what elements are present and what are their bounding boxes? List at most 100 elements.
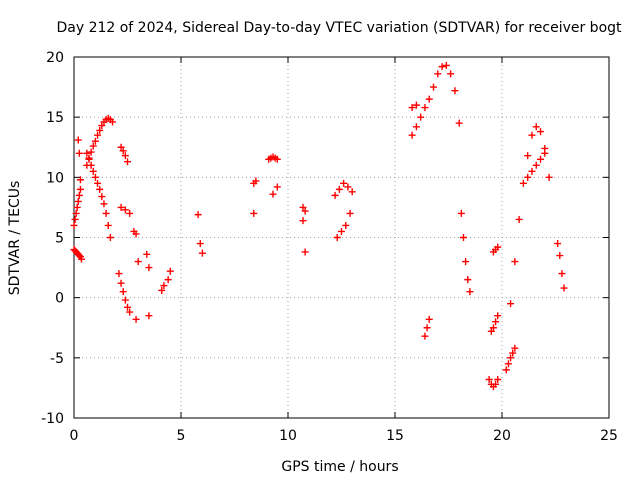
data-point-arc-j [145, 312, 153, 320]
data-point-arc-h [117, 203, 125, 211]
data-point-arc-z [541, 149, 549, 157]
data-point-arc-b [75, 191, 83, 199]
data-point-arc-e [91, 173, 99, 181]
data-point-arc-z [532, 161, 540, 169]
x-tick-label: 5 [177, 428, 186, 444]
y-tick-label: 15 [46, 110, 64, 126]
y-tick-label: 20 [46, 50, 64, 66]
point-layer [70, 61, 568, 391]
data-point-arc-d [109, 118, 117, 126]
data-point-arc-y [511, 258, 519, 266]
data-point-arc-r [434, 70, 442, 78]
chart-title: Day 212 of 2024, Sidereal Day-to-day VTE… [56, 20, 622, 36]
data-point-arc-g [119, 288, 127, 296]
data-point-arc-e [98, 193, 106, 201]
data-point-arc-q [412, 101, 420, 109]
data-point-arc-v [487, 327, 495, 335]
data-point-arc-g [115, 270, 123, 278]
data-point-arc-e [106, 234, 114, 241]
data-point-arc-p [342, 221, 350, 229]
data-point-arc-e [89, 167, 97, 175]
data-point-arc-p [340, 179, 348, 187]
data-point-arc-z [524, 173, 532, 181]
x-axis-label: GPS time / hours [281, 459, 398, 475]
data-point-arc-b [70, 221, 78, 229]
data-point-arc-y [519, 179, 527, 187]
data-point-arc-c [74, 136, 82, 144]
data-point-arc-u [494, 375, 502, 383]
data-point-arc-v [489, 324, 497, 332]
data-point-arc-d [89, 142, 97, 150]
data-point-arc-z [528, 167, 536, 175]
data-point-arc-v [492, 318, 500, 326]
data-point-arc-g [126, 308, 134, 316]
data-point-arc-q [425, 95, 433, 103]
data-point-arc-u [492, 380, 500, 388]
data-point-arc-b [73, 203, 81, 211]
data-point-arc-c [76, 176, 84, 184]
y-tick-label: 0 [55, 291, 64, 307]
data-point-arc-p [348, 188, 356, 196]
data-point-arc-d [98, 122, 106, 130]
data-point-arc-r [455, 119, 463, 127]
y-tick-label: 5 [55, 231, 64, 247]
data-point-arc-l [194, 211, 202, 219]
x-tick-label: 25 [600, 428, 618, 444]
data-point-arc-f [117, 143, 125, 151]
data-point-arc-a [75, 252, 83, 260]
data-point-arc-y [515, 215, 523, 223]
data-point-arc-i [132, 230, 140, 238]
data-point-arc-u [485, 375, 493, 383]
data-point-arc-m [250, 209, 258, 217]
data-point-arc-s [421, 332, 429, 340]
data-point-arc-e [102, 209, 110, 217]
data-point-arc-r [430, 83, 438, 91]
y-tick-label: -5 [50, 351, 64, 367]
grid-layer [74, 57, 609, 418]
data-point-arc-r [438, 63, 446, 71]
data-point-arc-i [134, 258, 142, 266]
data-point-arc-k [166, 267, 174, 275]
data-point-arc-aa [560, 284, 568, 292]
data-point-arc-o [299, 217, 307, 225]
data-point-arc-d [87, 148, 95, 156]
data-point-arc-n [273, 183, 281, 191]
x-tick-label: 10 [279, 428, 297, 444]
data-point-arc-p [333, 234, 341, 241]
data-point-arc-g [124, 303, 131, 311]
data-point-arc-y [545, 173, 553, 181]
data-point-arc-f [124, 158, 131, 166]
y-tick-label: -10 [41, 411, 64, 427]
data-point-arc-g [121, 296, 129, 304]
data-point-arc-k [143, 250, 151, 258]
data-point-arc-p [331, 191, 339, 199]
x-tick-label: 15 [386, 428, 404, 444]
data-point-arc-q [408, 104, 416, 112]
data-point-arc-f [119, 147, 127, 155]
x-tick-label: 20 [493, 428, 511, 444]
data-point-arc-y [532, 123, 540, 131]
data-point-arc-q [417, 113, 425, 121]
data-point-arc-d [94, 131, 102, 139]
data-point-arc-n [269, 190, 277, 198]
data-point-arc-k [145, 264, 153, 272]
tick-layer: 0 5 10 15 20 25 -10 -5 0 5 10 15 20 [41, 50, 618, 444]
data-point-arc-x [511, 344, 519, 352]
data-point-arc-y [524, 152, 532, 160]
data-point-arc-l [196, 240, 204, 248]
data-point-arc-r [442, 61, 450, 69]
data-point-arc-t [462, 258, 470, 266]
data-point-arc-l [198, 249, 206, 257]
data-point-arc-m [252, 177, 260, 185]
data-point-arc-aa [556, 252, 564, 260]
data-point-arc-b [76, 185, 84, 193]
data-point-arc-p [335, 185, 343, 193]
data-point-arc-q [421, 104, 429, 112]
data-point-arc-x [507, 354, 515, 362]
data-point-arc-b [72, 209, 80, 217]
y-axis-label: SDTVAR / TECUs [7, 181, 23, 296]
data-point-arc-a [77, 255, 85, 263]
data-point-arc-o [301, 207, 309, 215]
data-point-arc-y [507, 300, 515, 308]
data-point-arc-aa [558, 270, 566, 278]
